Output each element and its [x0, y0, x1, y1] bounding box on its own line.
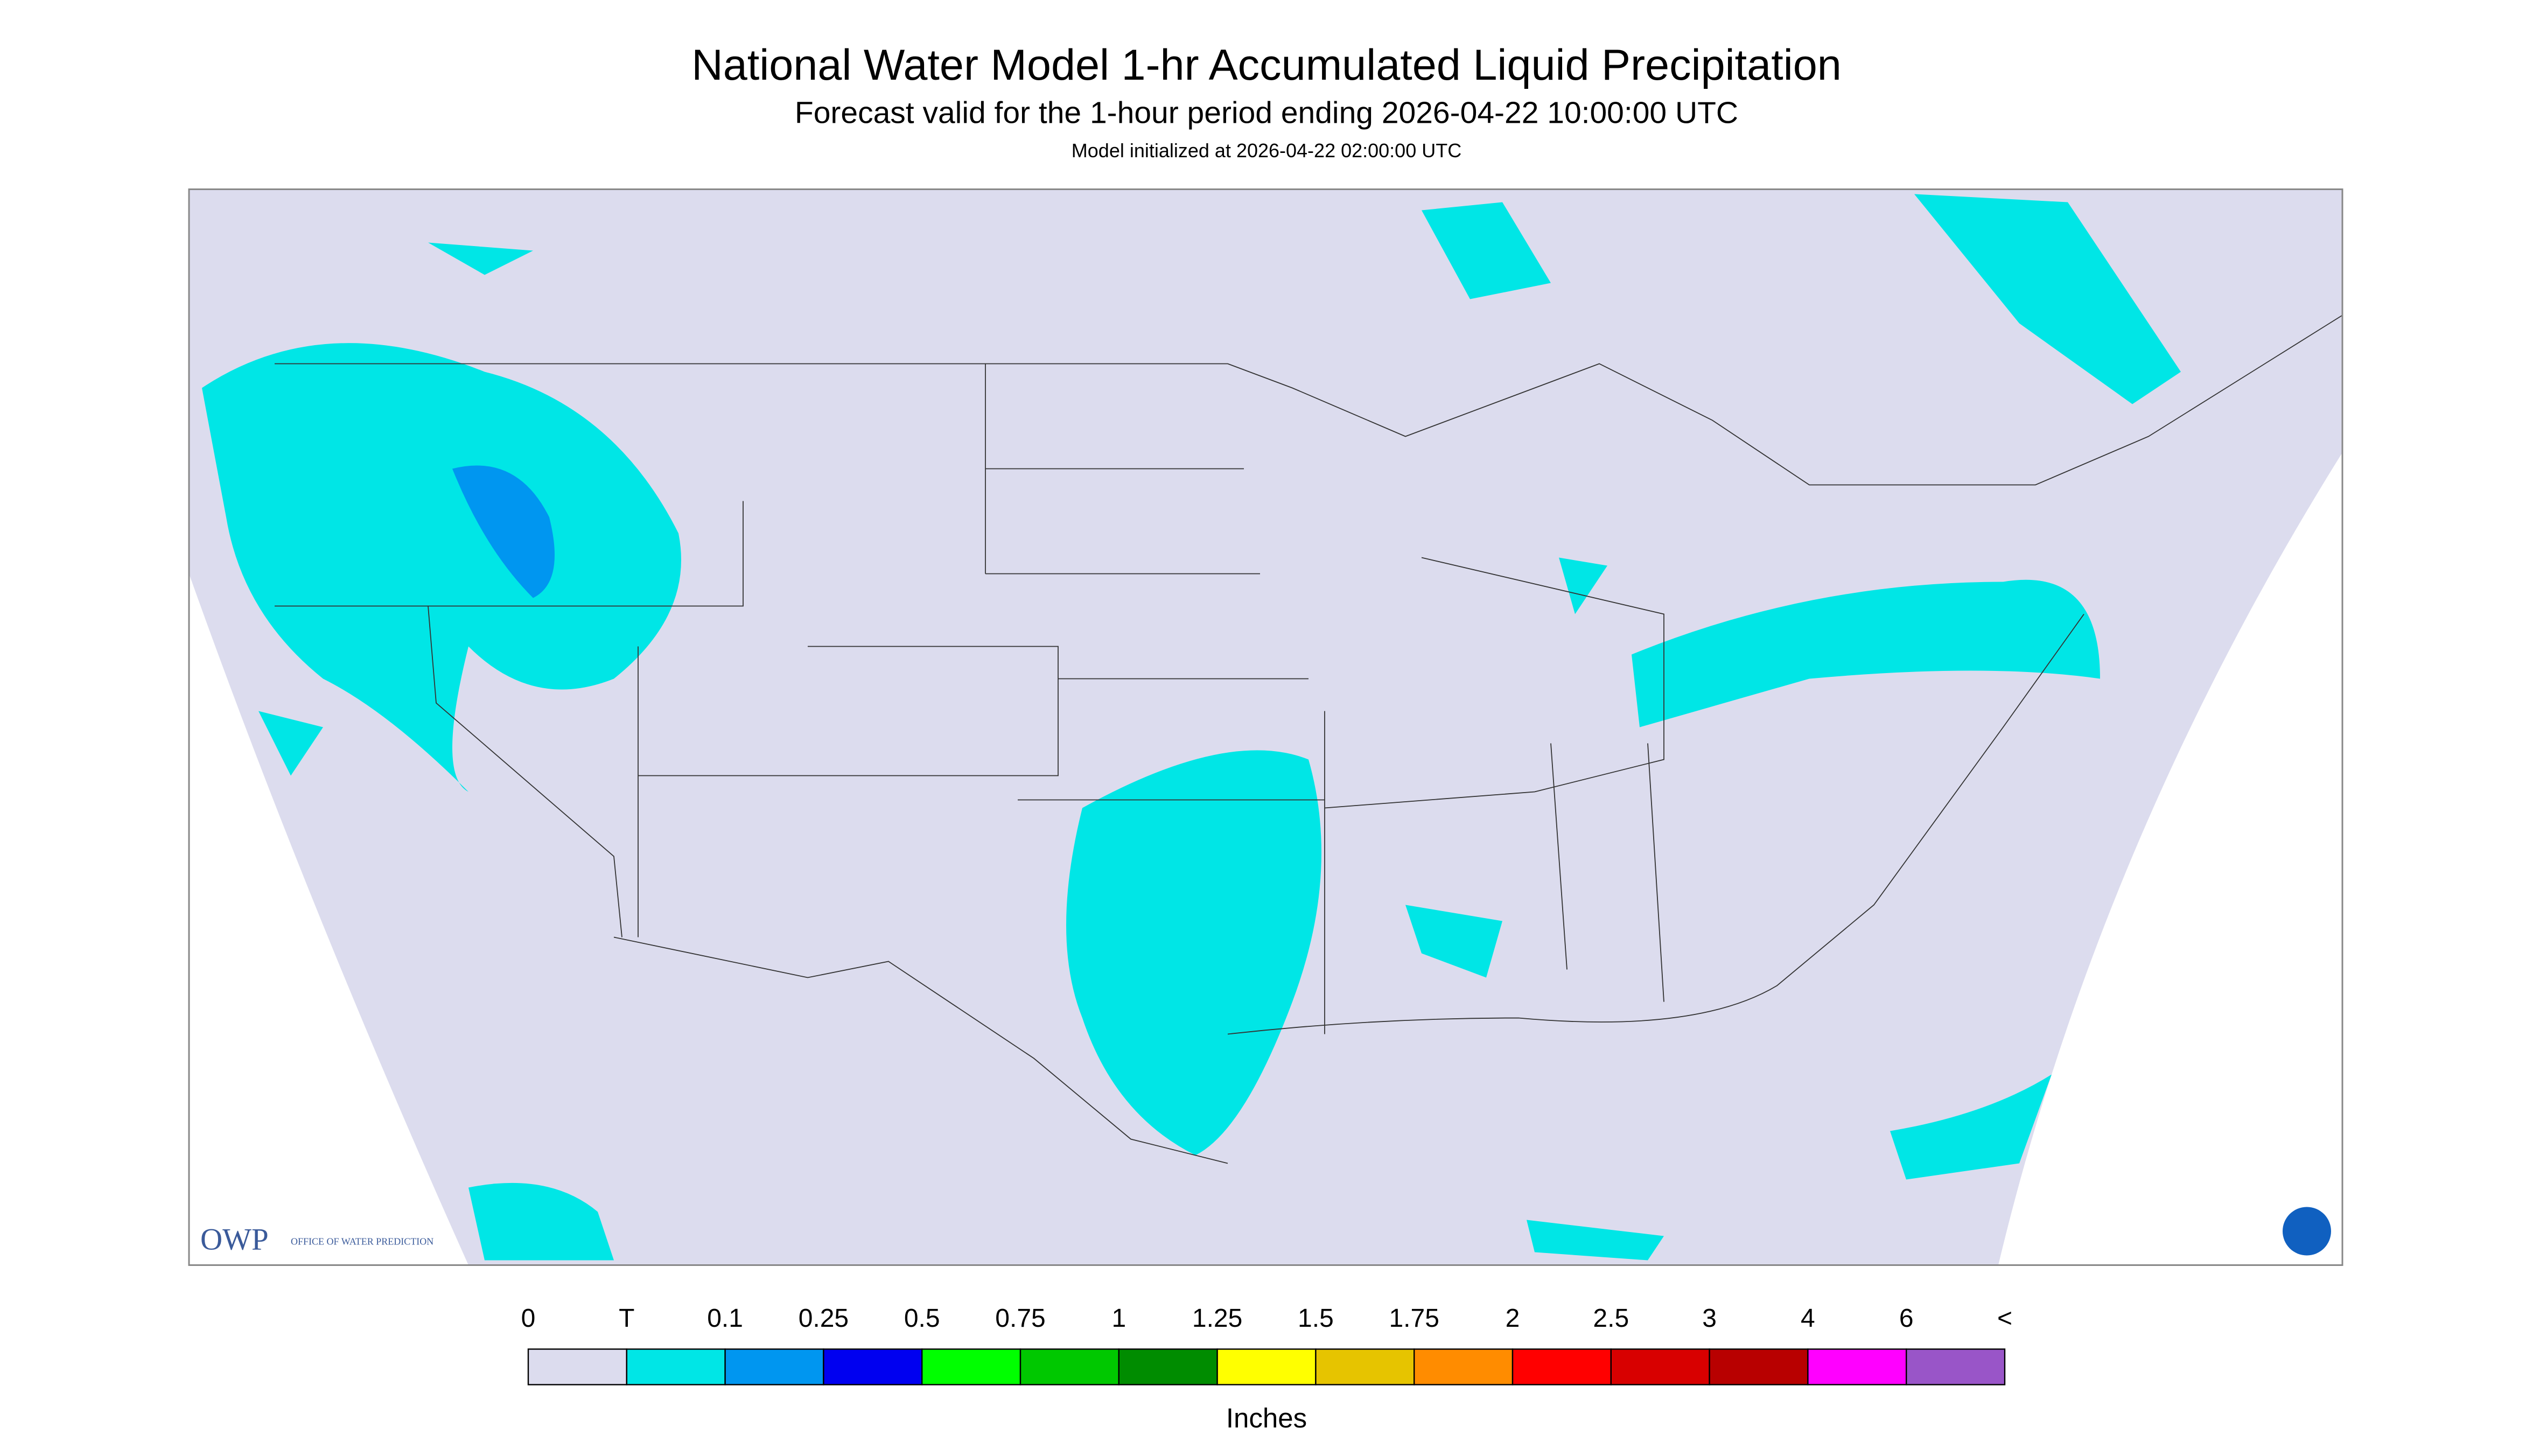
legend-label: 2 [1506, 1304, 1520, 1333]
legend-unit: Inches [1226, 1403, 1307, 1433]
legend-label: 3 [1702, 1304, 1717, 1333]
legend-label: 4 [1801, 1304, 1815, 1333]
legend-label: 0.25 [799, 1304, 849, 1333]
legend-swatch [527, 1348, 628, 1385]
legend-swatch [626, 1348, 726, 1385]
legend-swatch [724, 1348, 824, 1385]
map: OWP OFFICE OF WATER PREDICTION [188, 188, 2343, 1266]
legend-swatch [1512, 1348, 1612, 1385]
legend-label: 0 [521, 1304, 536, 1333]
legend-label: 1 [1111, 1304, 1126, 1333]
legend-label: 0.75 [995, 1304, 1045, 1333]
subtitle: Forecast valid for the 1-hour period end… [795, 96, 1738, 130]
legend-swatch [1216, 1348, 1317, 1385]
legend-swatch [1414, 1348, 1514, 1385]
legend-swatch [1610, 1348, 1710, 1385]
legend-swatch [1118, 1348, 1218, 1385]
legend-label: T [619, 1304, 634, 1333]
logo-abbr: OWP [200, 1223, 269, 1257]
boundaries [275, 314, 2343, 1164]
title: National Water Model 1-hr Accumulated Li… [691, 41, 1842, 89]
precip-areas [202, 194, 2181, 1261]
legend: 0 T 0.1 0.25 0.5 0.75 1 1.25 1.5 1.75 2 2.5 3 4 6 < [521, 1304, 2012, 1385]
legend-swatch [1019, 1348, 1120, 1385]
legend-label: 0.1 [707, 1304, 743, 1333]
legend-swatch [1905, 1348, 2006, 1385]
legend-swatch [921, 1348, 1021, 1385]
legend-label: 0.5 [904, 1304, 940, 1333]
legend-label: 1.25 [1192, 1304, 1242, 1333]
legend-swatch [1315, 1348, 1415, 1385]
legend-label: 2.5 [1593, 1304, 1629, 1333]
map-frame [188, 188, 2343, 1266]
legend-label: 1.75 [1389, 1304, 1439, 1333]
legend-swatch [1709, 1348, 1809, 1385]
legend-label: < [1997, 1304, 2012, 1333]
domain [189, 189, 2342, 1265]
init-time: Model initialized at 2026-04-22 02:00:00… [1072, 139, 1461, 162]
precip-light [452, 465, 555, 598]
logo-name: OFFICE OF WATER PREDICTION [291, 1236, 433, 1247]
noaa-logo [2283, 1207, 2331, 1256]
legend-swatch [823, 1348, 923, 1385]
legend-label: 6 [1899, 1304, 1914, 1333]
legend-swatch [1807, 1348, 1907, 1385]
legend-label: 1.5 [1298, 1304, 1334, 1333]
